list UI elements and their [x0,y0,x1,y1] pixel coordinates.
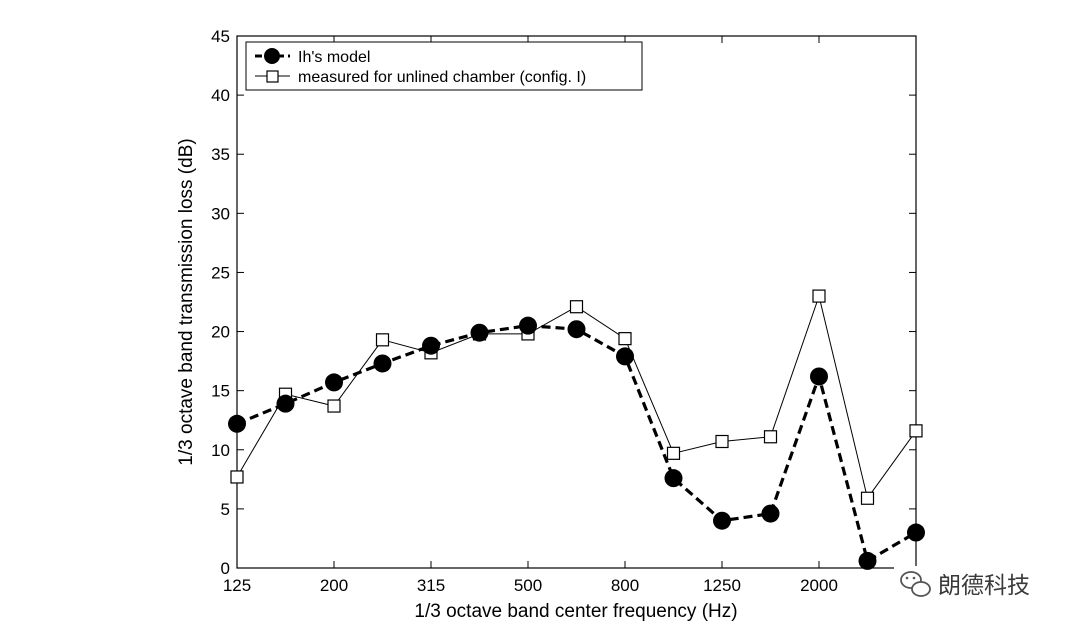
legend-label-model: Ih's model [298,49,370,66]
legend-label-measured: measured for unlined chamber (config. I) [298,69,586,86]
point-model [810,367,828,386]
legend-box [245,41,643,91]
point-measured [327,399,341,413]
x-tick-label: 1250 [703,576,741,595]
point-model [713,511,731,530]
y-tick-label: 45 [211,27,230,46]
y-tick-label: 15 [211,382,230,401]
x-tick-label: 800 [611,576,639,595]
point-measured [763,430,778,444]
wechat-icon [900,571,931,597]
point-model [228,414,246,433]
x-tick-label: 2000 [800,576,838,595]
point-model [858,551,877,570]
y-tick-label: 5 [221,500,230,519]
point-model [907,523,925,542]
watermark-text: 朗德科技 [938,573,1030,599]
axis-ticks [236,35,917,569]
point-model [616,347,634,366]
point-measured [860,491,875,505]
y-axis-title: 1/3 octave band transmission loss (dB) [176,138,197,465]
point-model [664,469,683,488]
point-measured [618,332,632,346]
point-model [567,320,586,339]
point-model [470,323,489,342]
plot-frame [236,35,917,569]
y-tick-label: 40 [211,86,230,105]
y-tick-label: 25 [211,263,230,282]
y-tick-label: 35 [211,145,230,164]
x-axis-title: 1/3 octave band center frequency (Hz) [414,601,737,622]
point-measured [812,289,826,303]
y-tick-label: 0 [221,559,230,578]
legend-marker-model [264,48,280,64]
series-line-model [236,323,917,564]
point-measured [569,300,584,314]
legend-marker-measured [266,70,279,83]
point-measured [666,446,681,460]
x-tick-label: 200 [320,576,348,595]
point-model [325,373,343,392]
point-measured [909,424,923,438]
point-measured [375,333,390,347]
x-tick-label: 500 [514,576,542,595]
watermark: 朗德科技 [894,566,1054,604]
point-model [373,354,392,373]
series-markers [228,289,925,570]
point-measured [230,470,244,484]
point-model [422,336,440,355]
point-measured [715,434,729,449]
legend: Ih's model measured for unlined chamber … [245,41,643,91]
x-tick-label: 315 [417,576,445,595]
point-model [276,394,295,413]
y-tick-label: 20 [211,323,230,342]
x-tick-label: 125 [223,576,251,595]
y-tick-label: 30 [211,204,230,223]
point-model [761,504,780,523]
point-model [519,316,537,335]
y-tick-label: 10 [211,441,230,460]
